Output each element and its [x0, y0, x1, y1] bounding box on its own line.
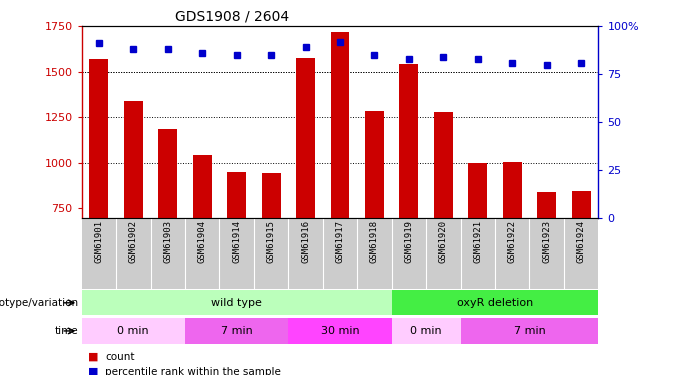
Bar [296, 58, 315, 217]
Text: GDS1908 / 2604: GDS1908 / 2604 [175, 10, 289, 24]
Text: GSM61903: GSM61903 [163, 220, 172, 262]
Text: count: count [105, 352, 135, 362]
Text: wild type: wild type [211, 298, 262, 308]
Bar [537, 192, 556, 217]
Bar [503, 162, 522, 218]
Text: ■: ■ [88, 367, 99, 375]
Bar [185, 318, 288, 344]
Bar [288, 318, 392, 344]
Text: GSM61922: GSM61922 [508, 220, 517, 262]
Bar [434, 112, 453, 218]
Text: percentile rank within the sample: percentile rank within the sample [105, 367, 282, 375]
Bar [82, 318, 185, 344]
Text: GSM61915: GSM61915 [267, 220, 275, 262]
Text: GSM61916: GSM61916 [301, 220, 310, 262]
Text: GSM61918: GSM61918 [370, 220, 379, 262]
Bar [330, 32, 350, 217]
Bar [460, 318, 598, 344]
Text: oxyR deletion: oxyR deletion [457, 298, 533, 308]
Bar [399, 64, 418, 217]
Text: GSM61914: GSM61914 [232, 220, 241, 262]
Text: GSM61904: GSM61904 [198, 220, 207, 262]
Text: 0 min: 0 min [410, 326, 442, 336]
Text: 7 min: 7 min [513, 326, 545, 336]
Bar [124, 101, 143, 217]
Bar [262, 173, 281, 217]
Bar [82, 290, 392, 315]
Text: 7 min: 7 min [221, 326, 252, 336]
Text: GSM61924: GSM61924 [577, 220, 585, 262]
Text: GSM61923: GSM61923 [542, 220, 551, 262]
Text: 0 min: 0 min [118, 326, 149, 336]
Bar [227, 172, 246, 217]
Text: ■: ■ [88, 352, 99, 362]
Text: GSM61917: GSM61917 [335, 220, 345, 262]
Bar [469, 163, 488, 218]
Bar [392, 290, 598, 315]
Text: GSM61920: GSM61920 [439, 220, 448, 262]
Bar [365, 111, 384, 218]
Text: time: time [54, 326, 78, 336]
Text: GSM61919: GSM61919 [405, 220, 413, 262]
Text: GSM61902: GSM61902 [129, 220, 138, 262]
Bar [89, 59, 108, 217]
Bar [572, 191, 591, 217]
Text: GSM61921: GSM61921 [473, 220, 482, 262]
Text: 30 min: 30 min [321, 326, 359, 336]
Bar [392, 318, 460, 344]
Bar [158, 129, 177, 218]
Bar [192, 154, 211, 218]
Text: genotype/variation: genotype/variation [0, 298, 78, 308]
Text: GSM61901: GSM61901 [95, 220, 103, 262]
